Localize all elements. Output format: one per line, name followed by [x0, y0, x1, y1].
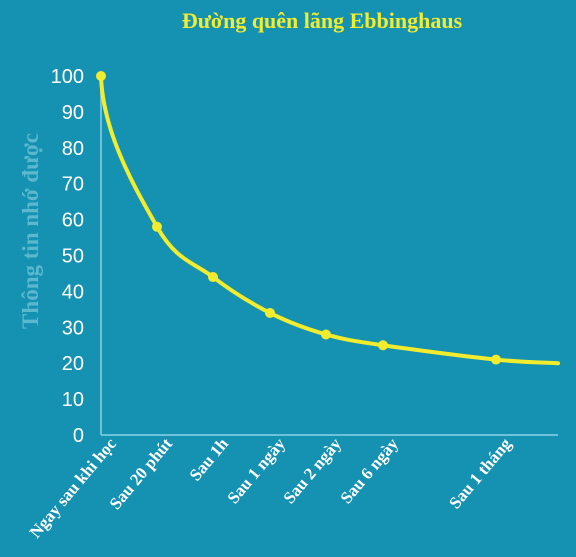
- y-tick-label: 20: [62, 353, 84, 375]
- y-tick-label: 100: [51, 66, 84, 88]
- x-tick-label: Sau 2 ngày: [279, 434, 345, 507]
- y-tick-label: 10: [62, 389, 84, 411]
- data-points: [96, 71, 501, 365]
- x-tick-label: Ngay sau khi học: [26, 434, 121, 542]
- x-tick-label: Sau 1 tháng: [445, 434, 515, 512]
- y-tick-label: 50: [62, 246, 84, 268]
- retention-curve-line: [99, 74, 560, 366]
- y-tick-label: 40: [62, 281, 84, 303]
- chart-title: Đường quên lãng Ebbinghaus: [182, 8, 463, 33]
- data-point: [152, 221, 162, 232]
- y-tick-label: 30: [62, 317, 84, 339]
- data-point: [321, 329, 331, 340]
- x-tick-label: Sau 1h: [186, 434, 233, 485]
- y-axis-label: Thông tin nhớ được: [18, 133, 43, 329]
- x-tick-label: Sau 6 ngày: [336, 434, 402, 507]
- data-point: [265, 307, 275, 318]
- data-point: [96, 71, 106, 81]
- data-point: [491, 354, 501, 365]
- data-point: [378, 340, 388, 351]
- data-point: [208, 272, 218, 283]
- y-tick-label: 60: [62, 210, 84, 232]
- y-tick-label: 70: [62, 174, 84, 196]
- y-tick-label: 80: [62, 138, 84, 160]
- y-tick-label: 90: [62, 102, 84, 124]
- y-tick-label: 0: [73, 425, 84, 447]
- y-axis-ticks: 0 10 20 30 40 50 60 70 80 90 100: [51, 66, 84, 447]
